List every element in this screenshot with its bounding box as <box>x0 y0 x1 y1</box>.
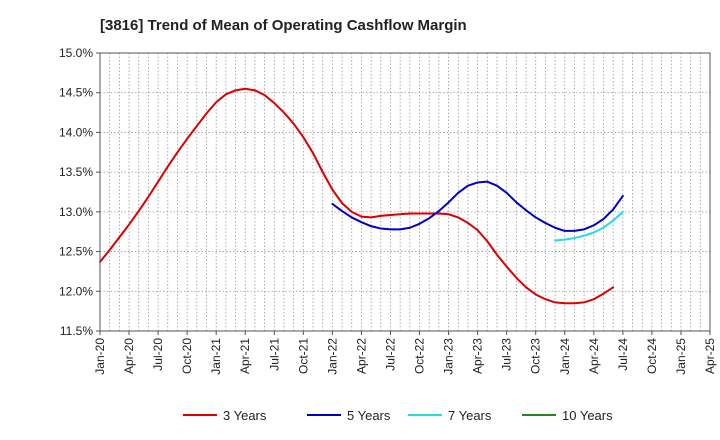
grid <box>100 53 710 331</box>
x-tick-label: Apr-24 <box>587 338 601 374</box>
x-tick-label: Oct-21 <box>296 338 310 374</box>
series-line-5-years <box>331 180 624 232</box>
plot-frame <box>99 52 711 332</box>
x-tick-label: Apr-21 <box>238 338 252 374</box>
y-tick-label: 13.0% <box>59 205 93 219</box>
x-tick-label: Jul-20 <box>151 338 165 371</box>
legend-label-5-years: 5 Years <box>347 408 391 423</box>
x-axis: Jan-20 Apr-20 Jul-20 Oct-20 Jan-21 Apr-21 Jul-… <box>93 331 717 375</box>
x-tick-label: Jul-23 <box>500 338 514 371</box>
x-tick-label: Jul-24 <box>616 338 630 371</box>
y-axis: 11.5% 12.0% 12.5% 13.0% 13.5% 14.0% 14.5% 15.0% <box>59 46 100 338</box>
x-tick-label: Oct-24 <box>645 338 659 374</box>
y-tick-label: 12.0% <box>59 284 93 298</box>
y-tick-label: 15.0% <box>59 46 93 60</box>
x-tick-label: Jan-24 <box>558 338 572 375</box>
x-tick-label: Apr-25 <box>703 338 717 374</box>
x-tick-label: Jul-21 <box>267 338 281 371</box>
series-line-3-years <box>99 87 615 305</box>
chart-title: [3816] Trend of Mean of Operating Cashfl… <box>100 17 467 34</box>
x-tick-label: Jan-22 <box>325 338 339 375</box>
y-tick-label: 12.5% <box>59 245 93 259</box>
y-tick-label: 13.5% <box>59 165 93 179</box>
x-tick-label: Apr-23 <box>471 338 485 374</box>
y-tick-label: 11.5% <box>60 324 93 338</box>
y-tick-label: 14.5% <box>59 86 93 100</box>
series-line-7-years <box>554 210 624 242</box>
x-tick-label: Apr-22 <box>354 338 368 374</box>
x-tick-label: Jan-21 <box>209 338 223 375</box>
x-tick-label: Jan-23 <box>442 338 456 375</box>
series-lines <box>99 87 624 305</box>
x-tick-label: Oct-20 <box>180 338 194 374</box>
legend-label-10-years: 10 Years <box>562 408 613 423</box>
x-tick-label: Oct-23 <box>529 338 543 374</box>
legend-label-7-years: 7 Years <box>448 408 492 423</box>
x-tick-label: Jan-20 <box>93 338 107 375</box>
x-tick-label: Apr-20 <box>122 338 136 374</box>
x-tick-label: Oct-22 <box>413 338 427 374</box>
x-tick-label: Jul-22 <box>383 338 397 371</box>
legend-label-3-years: 3 Years <box>223 408 267 423</box>
y-tick-label: 14.0% <box>59 125 93 139</box>
x-tick-label: Jan-25 <box>674 338 688 375</box>
legend: 3 Years 5 Years 7 Years 10 Years <box>183 408 613 423</box>
